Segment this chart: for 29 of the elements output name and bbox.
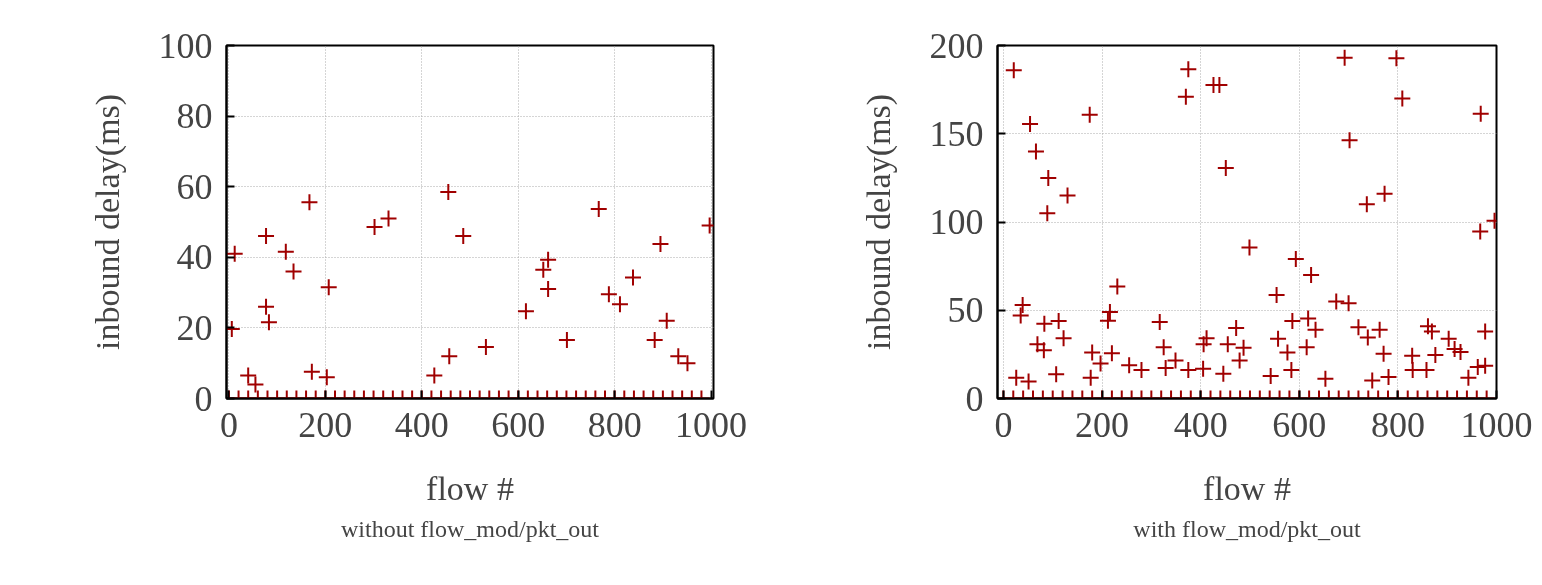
x-tick-label: 800 xyxy=(587,404,642,445)
y-tick-label: 150 xyxy=(929,113,984,154)
y-tick-label: 20 xyxy=(176,307,213,348)
x-axis-title: flow # xyxy=(1203,469,1291,507)
x-tick-label: 200 xyxy=(1075,404,1130,445)
y-axis-title: inbound delay(ms) xyxy=(88,94,127,350)
x-tick-label: 600 xyxy=(491,404,546,445)
x-tick-label: 200 xyxy=(298,404,353,445)
y-tick-label: 0 xyxy=(194,378,213,419)
y-tick-label: 0 xyxy=(965,378,984,419)
y-tick-label: 60 xyxy=(176,166,213,207)
x-tick-label: 0 xyxy=(994,404,1013,445)
x-tick-label: 0 xyxy=(219,404,238,445)
x-axis-title: flow # xyxy=(426,469,514,507)
y-tick-label: 40 xyxy=(176,237,213,278)
x-tick-label: 1000 xyxy=(1460,404,1533,445)
x-tick-label: 600 xyxy=(1272,404,1327,445)
y-tick-label: 50 xyxy=(947,290,984,331)
y-tick-label: 100 xyxy=(158,25,213,66)
x-tick-label: 400 xyxy=(1173,404,1228,445)
x-tick-label: 800 xyxy=(1370,404,1425,445)
text: with flow_mod/pkt_out xyxy=(1133,515,1361,542)
y-axis-title: inbound delay(ms) xyxy=(859,94,898,350)
y-tick-label: 80 xyxy=(176,96,213,137)
y-tick-label: 100 xyxy=(929,202,984,242)
x-tick-label: 400 xyxy=(394,404,449,445)
x-tick-label: 1000 xyxy=(675,404,748,445)
y-tick-label: 200 xyxy=(929,25,984,66)
text: without flow_mod/pkt_out xyxy=(341,515,600,542)
